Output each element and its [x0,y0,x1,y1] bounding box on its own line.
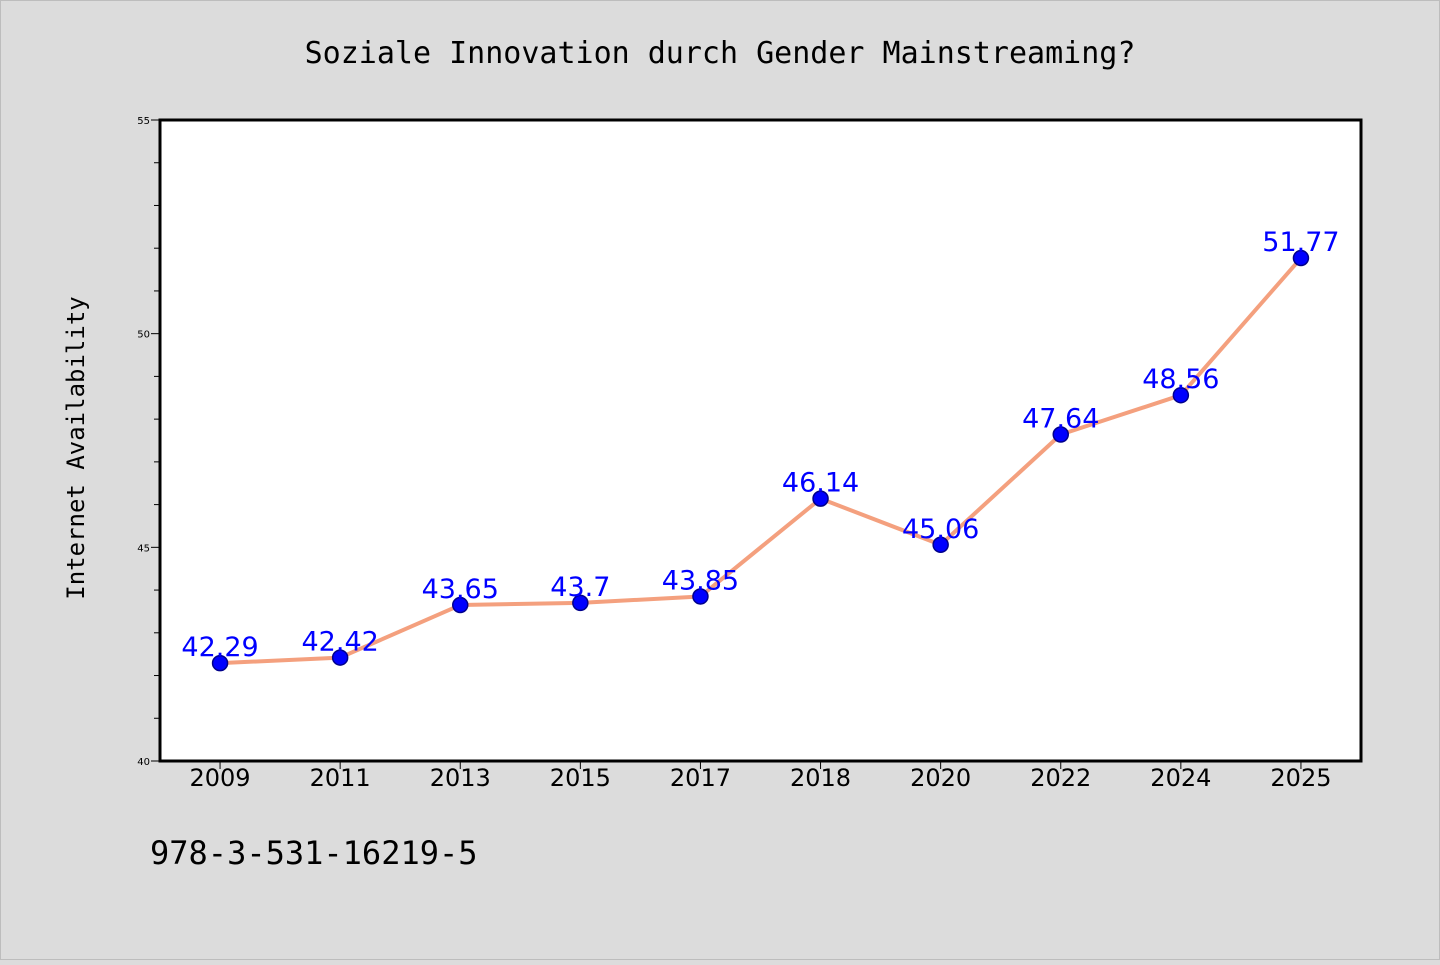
y-axis-label: Internet Availability [62,296,90,599]
data-label: 43.7 [550,572,610,603]
x-tick-label: 2024 [1150,764,1211,792]
data-point [932,536,949,554]
series-group [211,249,1310,672]
y-axis: 40 45 50 55 [137,116,160,768]
data-point [692,588,709,605]
data-labels-group: 42.29 42.42 43.65 43.7 43.85 46.14 45.06 47.64 4… [181,227,1339,663]
x-tick-label: 2011 [310,764,371,792]
data-point [331,649,349,666]
data-label: 46.14 [782,468,859,499]
y-tick-label: 45 [137,543,150,554]
data-label: 45.06 [902,514,979,545]
isbn-text: 978-3-531-16219-5 [150,834,478,872]
series-line [218,256,1303,666]
data-point [572,594,589,612]
x-tick-label: 2017 [670,764,731,792]
data-point [1292,249,1310,267]
data-label: 43.65 [422,574,499,605]
data-point [1172,386,1190,404]
data-point [452,596,469,614]
data-label: 43.85 [662,565,739,596]
data-label: 51.77 [1262,227,1339,258]
data-label: 42.29 [181,632,258,663]
y-tick-label: 55 [137,116,150,127]
data-label: 48.56 [1142,364,1219,395]
x-tick-label: 2013 [430,764,491,792]
x-tick-label: 2020 [910,764,971,792]
data-point [211,654,229,672]
y-tick-label: 50 [137,330,150,341]
y-tick-label: 40 [137,757,150,768]
x-tick-label: 2022 [1030,764,1091,792]
x-tick-label: 2025 [1270,764,1331,792]
x-axis: 2009 2011 2013 2015 2017 2018 2020 2022 2024 2025 [190,761,1331,792]
data-point [1052,426,1069,443]
chart-title: Soziale Innovation durch Gender Mainstre… [305,36,1136,71]
data-point [812,490,829,507]
x-tick-label: 2009 [190,764,251,792]
x-tick-label: 2015 [550,764,611,792]
plot-area [158,118,1363,763]
data-label: 47.64 [1022,404,1099,435]
data-label: 42.42 [302,627,379,658]
x-tick-label: 2018 [790,764,851,792]
